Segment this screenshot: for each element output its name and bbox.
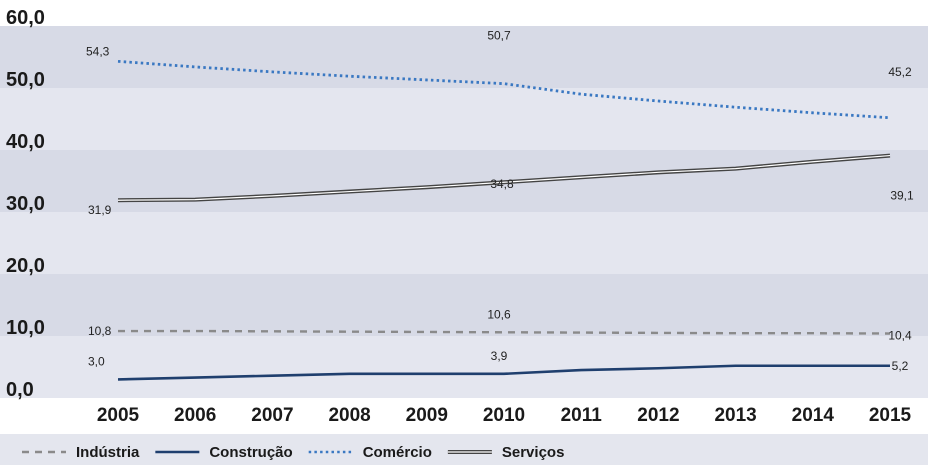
series-line-indústria <box>118 329 891 335</box>
y-tick-label: 0,0 <box>6 379 34 401</box>
data-label: 31,9 <box>88 203 112 217</box>
legend-label: Comércio <box>363 444 432 461</box>
y-axis-ticks: 0,0 10,0 20,0 30,0 40,0 50,0 60,0 <box>6 7 45 401</box>
data-label: 50,7 <box>487 29 511 43</box>
legend-background <box>0 434 928 465</box>
band <box>0 150 928 212</box>
data-label: 54,3 <box>86 44 110 58</box>
series-lines <box>117 59 891 381</box>
data-label: 45,2 <box>888 65 912 79</box>
legend-label: Indústria <box>76 444 140 461</box>
x-tick-label: 2015 <box>869 405 912 426</box>
y-tick-label: 30,0 <box>6 193 45 215</box>
x-axis-ticks: 2005 2006 2007 2008 2009 2010 2011 2012 2013 2014… <box>97 405 912 426</box>
data-label: 5,2 <box>892 359 909 373</box>
y-tick-label: 10,0 <box>6 317 45 339</box>
x-tick-label: 2011 <box>561 405 603 426</box>
y-tick-label: 20,0 <box>6 255 45 277</box>
x-tick-label: 2014 <box>792 405 835 426</box>
x-tick-label: 2009 <box>406 405 448 426</box>
data-label: 3,9 <box>491 349 508 363</box>
series-line-comércio <box>117 59 891 120</box>
x-tick-label: 2007 <box>251 405 293 426</box>
band <box>0 88 928 150</box>
band <box>0 26 928 88</box>
series-line-serviços-inner <box>117 154 891 201</box>
legend-label: Construção <box>209 444 292 461</box>
data-label: 39,1 <box>890 189 914 203</box>
data-labels: 10,8 10,6 10,4 3,0 3,9 5,2 54,3 50,7 45,2 31,9 34,… <box>86 29 914 373</box>
x-tick-label: 2008 <box>328 405 370 426</box>
x-tick-label: 2005 <box>97 405 140 426</box>
band <box>0 274 928 336</box>
x-tick-label: 2012 <box>637 405 679 426</box>
data-label: 3,0 <box>88 354 105 368</box>
y-tick-label: 50,0 <box>6 69 45 91</box>
background-bands <box>0 26 928 398</box>
band <box>0 212 928 274</box>
x-tick-label: 2006 <box>174 405 216 426</box>
x-tick-label: 2013 <box>714 405 756 426</box>
data-label: 10,8 <box>88 324 112 338</box>
y-tick-label: 60,0 <box>6 7 45 29</box>
x-tick-label: 2010 <box>483 405 525 426</box>
data-label: 34,8 <box>490 177 514 191</box>
series-line-construção <box>117 364 890 381</box>
data-label: 10,4 <box>888 329 912 343</box>
data-label: 10,6 <box>487 307 511 321</box>
y-tick-label: 40,0 <box>6 131 45 153</box>
legend-label: Serviços <box>502 444 565 461</box>
legend: Indústria Construção Comércio Serviços <box>22 444 564 461</box>
